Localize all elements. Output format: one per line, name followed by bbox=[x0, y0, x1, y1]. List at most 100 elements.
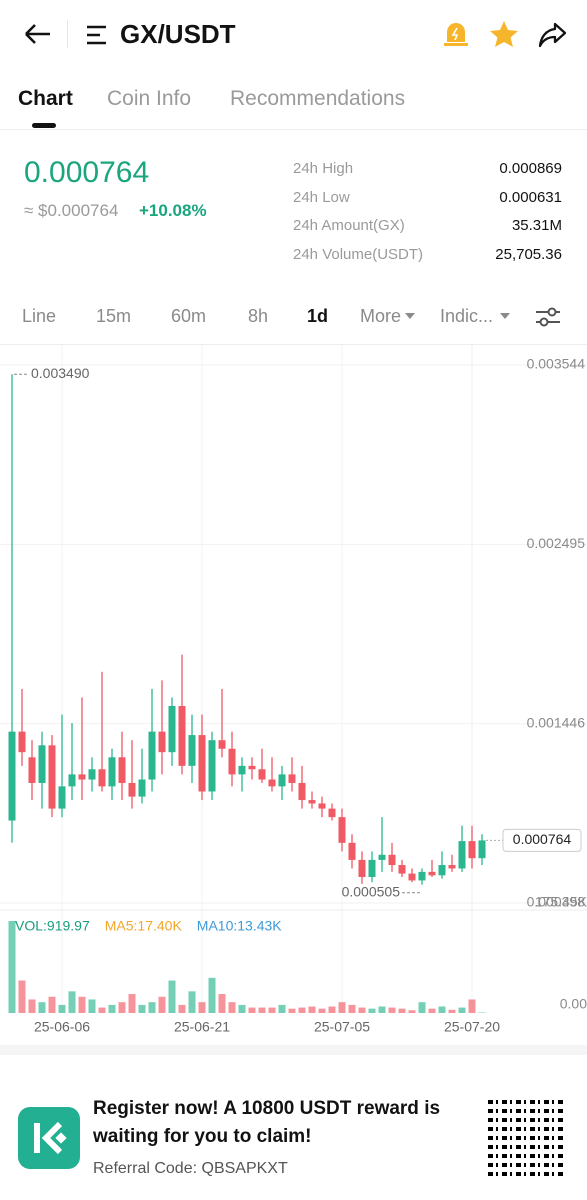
candle-body bbox=[308, 800, 316, 804]
candle-body bbox=[378, 854, 386, 860]
candle-body bbox=[398, 865, 406, 874]
candle-body bbox=[128, 782, 136, 797]
candle-body bbox=[388, 854, 396, 866]
last-price-label: 0.000764 bbox=[513, 831, 572, 847]
volume-bar bbox=[28, 999, 36, 1013]
qr-code bbox=[488, 1100, 564, 1176]
interval-option[interactable]: 8h bbox=[248, 306, 269, 326]
candle-body bbox=[8, 731, 16, 821]
interval-option[interactable]: 60m bbox=[171, 306, 207, 326]
volume-bar bbox=[338, 1002, 346, 1013]
candle-body bbox=[138, 779, 146, 797]
volume-bar bbox=[458, 1007, 466, 1013]
tab[interactable]: Recommendations bbox=[230, 87, 406, 110]
candle-body bbox=[228, 748, 236, 775]
last-price: 0.000764 bbox=[24, 156, 150, 189]
promo-text: Register now! A 10800 USDT reward is bbox=[93, 1098, 441, 1119]
volume-bar bbox=[168, 980, 176, 1013]
stat-value: 25,705.36 bbox=[495, 245, 562, 263]
stat-label: 24h High bbox=[293, 160, 354, 177]
interval-option[interactable]: 15m bbox=[96, 306, 132, 326]
candle-body bbox=[368, 859, 376, 878]
kline-chart: 25-06-06 25-06-21 25-07-05 25-07-20 0.000398… bbox=[0, 345, 587, 1035]
favorite-icon[interactable] bbox=[489, 20, 519, 48]
candle-body bbox=[288, 774, 296, 783]
tab[interactable]: Chart bbox=[18, 87, 73, 110]
volume-bar bbox=[228, 1002, 236, 1013]
volume-bar bbox=[38, 1002, 46, 1013]
y-tick-label: 0.003544 bbox=[527, 356, 586, 372]
interval-option[interactable]: Indic... bbox=[440, 306, 494, 326]
volume-tick-label: 175.45K bbox=[535, 894, 587, 910]
volume-bar bbox=[468, 999, 476, 1013]
candle-body bbox=[248, 765, 256, 770]
x-tick-label: 25-06-06 bbox=[34, 1019, 90, 1035]
candle-body bbox=[28, 757, 36, 783]
dropdown-caret bbox=[405, 313, 415, 319]
volume-bar bbox=[178, 1004, 186, 1013]
candle-body bbox=[328, 808, 336, 818]
volume-bar bbox=[478, 1012, 486, 1014]
candle-body bbox=[438, 865, 446, 876]
interval-option[interactable]: 1d bbox=[307, 306, 329, 326]
volume-bar bbox=[148, 1002, 156, 1013]
volume-bar bbox=[8, 920, 16, 1013]
candle-body bbox=[468, 841, 476, 859]
settings-icon[interactable] bbox=[534, 306, 562, 328]
candle-body bbox=[198, 735, 206, 792]
share-icon[interactable] bbox=[538, 21, 568, 49]
pair-title: GX/USDT bbox=[120, 19, 236, 49]
volume-bar bbox=[418, 1002, 426, 1013]
volume-bar bbox=[268, 1007, 276, 1013]
interval-option[interactable]: More bbox=[360, 306, 402, 326]
volume-bar bbox=[288, 1008, 296, 1013]
divider bbox=[0, 1045, 587, 1055]
volume-bar bbox=[378, 1006, 386, 1013]
candle-body bbox=[178, 705, 186, 766]
tab-indicator bbox=[32, 123, 56, 128]
candle-body bbox=[188, 735, 196, 766]
volume-bar bbox=[88, 999, 96, 1013]
candle-body bbox=[318, 803, 326, 809]
alert-icon[interactable] bbox=[442, 20, 470, 48]
volume-bar bbox=[208, 977, 216, 1013]
candle-body bbox=[108, 757, 116, 787]
back-button[interactable] bbox=[22, 20, 54, 48]
tab[interactable]: Coin Info bbox=[107, 87, 192, 110]
candle-body bbox=[208, 740, 216, 792]
last-price-box bbox=[502, 828, 582, 852]
volume-bar bbox=[348, 1004, 356, 1013]
price-change: +10.08% bbox=[139, 201, 207, 220]
volume-bar bbox=[128, 994, 136, 1013]
volume-bar bbox=[258, 1007, 266, 1013]
candle-body bbox=[408, 873, 416, 881]
volume-bar bbox=[448, 1009, 456, 1013]
candle-body bbox=[348, 842, 356, 860]
volume-bar bbox=[98, 1007, 106, 1013]
volume-legend: MA10:13.43K bbox=[197, 918, 282, 934]
interval-option[interactable]: Line bbox=[22, 306, 57, 326]
candle-body bbox=[68, 774, 76, 787]
volume-bar bbox=[248, 1007, 256, 1013]
candle-body bbox=[298, 782, 306, 801]
stat-label: 24h Volume(USDT) bbox=[293, 245, 424, 263]
fiat-price: ≈ $0.000764 bbox=[24, 201, 119, 220]
volume-bar bbox=[398, 1008, 406, 1013]
y-tick-label: 0.001446 bbox=[527, 714, 586, 730]
candle-body bbox=[478, 840, 486, 859]
candle-body bbox=[18, 731, 26, 753]
volume-bar bbox=[68, 991, 76, 1013]
volume-bar bbox=[48, 996, 56, 1013]
volume-bar bbox=[408, 1010, 416, 1013]
candle-body bbox=[38, 745, 46, 783]
candle-body bbox=[98, 769, 106, 787]
volume-bar bbox=[428, 1008, 436, 1013]
menu-icon[interactable] bbox=[86, 25, 108, 45]
y-tick-label: 0.002495 bbox=[527, 535, 586, 551]
referral-code: Referral Code: QBSAPKXT bbox=[93, 1160, 288, 1177]
candle-body bbox=[118, 757, 126, 783]
candle-body bbox=[158, 731, 166, 753]
candle-body bbox=[78, 774, 86, 780]
volume-legend: VOL:919.97 bbox=[15, 918, 90, 934]
